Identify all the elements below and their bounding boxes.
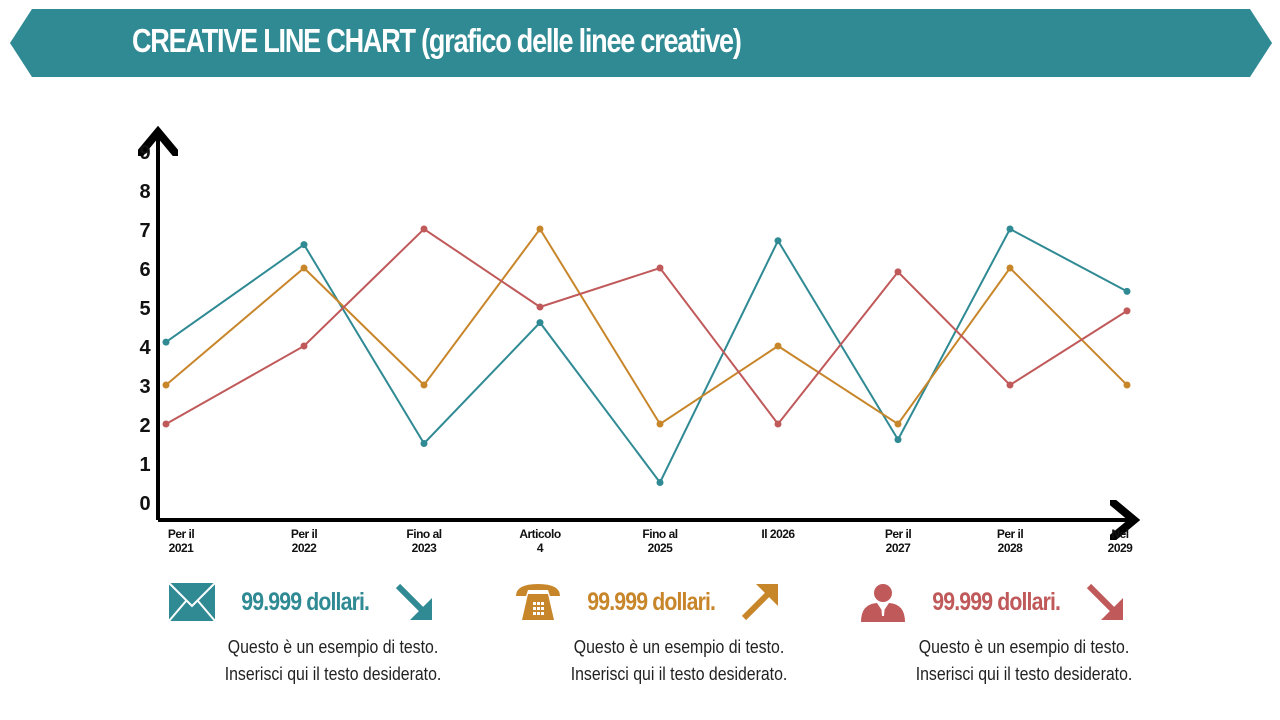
data-point-teal <box>162 338 170 346</box>
x-tick-label: Nel <box>1111 527 1128 541</box>
y-tick-label: 0 <box>139 493 150 515</box>
data-point-red <box>656 264 664 272</box>
x-tick-label: Per il <box>291 527 318 541</box>
data-point-red <box>162 420 170 428</box>
person-icon <box>861 584 905 622</box>
y-tick-label: 7 <box>139 220 150 242</box>
x-tick-label: 2025 <box>648 541 674 555</box>
data-point-orange <box>536 225 544 233</box>
data-point-teal <box>656 479 664 486</box>
y-tick-label: 5 <box>139 298 150 320</box>
x-tick-label: Fino al <box>406 527 441 541</box>
arrow-up-right-icon <box>742 584 779 621</box>
envelope-icon <box>168 582 216 622</box>
data-point-red <box>536 303 544 311</box>
x-tick-label: 2028 <box>998 541 1024 555</box>
data-point-orange <box>162 381 170 389</box>
x-tick-label: 2027 <box>886 541 912 555</box>
x-tick-label: 2023 <box>412 541 438 555</box>
data-point-orange <box>300 264 308 272</box>
data-point-orange <box>1006 264 1014 272</box>
card-phone: 99.999 dollari. Questo è un esempio di t… <box>514 578 844 688</box>
data-point-teal <box>300 241 308 249</box>
y-tick-label: 1 <box>139 454 150 476</box>
data-point-teal <box>1006 225 1014 233</box>
data-point-red <box>1123 307 1131 315</box>
data-point-orange <box>1123 381 1131 389</box>
data-point-teal <box>894 436 902 444</box>
x-tick-label: 2022 <box>292 541 318 555</box>
x-tick-label: Articolo <box>519 527 561 541</box>
page-title: CREATIVE LINE CHART (grafico delle linee… <box>132 22 742 59</box>
x-tick-label: 2029 <box>1108 541 1134 555</box>
data-point-orange <box>420 381 428 389</box>
x-tick-label: Il 2026 <box>761 527 795 541</box>
data-point-red <box>894 268 902 276</box>
data-point-teal <box>774 237 782 245</box>
data-point-red <box>1006 381 1014 389</box>
description-line: Inserisci qui il testo desiderato. <box>570 664 788 684</box>
data-point-orange <box>774 342 782 350</box>
x-tick-label: 4 <box>537 541 544 555</box>
arrow-down-right-icon <box>396 583 433 620</box>
telephone-icon <box>516 584 560 620</box>
description-line: Inserisci qui il testo desiderato. <box>915 664 1133 684</box>
card-person: 99.999 dollari. Questo è un esempio di t… <box>859 578 1189 688</box>
data-point-teal <box>1123 287 1131 295</box>
card-email: 99.999 dollari. Questo è un esempio di t… <box>168 578 498 688</box>
data-point-teal <box>536 319 544 327</box>
data-point-red <box>420 225 428 233</box>
description-line: Inserisci qui il testo desiderato. <box>224 664 442 684</box>
data-point-teal <box>420 440 428 447</box>
y-tick-label: 2 <box>139 415 150 437</box>
arrow-down-right-icon <box>1087 583 1124 620</box>
description-line: Questo è un esempio di testo. <box>227 637 439 657</box>
series-line-teal <box>165 227 1128 485</box>
x-tick-label: Per il <box>885 527 912 541</box>
data-point-red <box>300 342 308 350</box>
series-line-orange <box>165 227 1128 426</box>
data-point-orange <box>656 420 664 428</box>
y-tick-label: 4 <box>139 337 151 359</box>
data-point-orange <box>894 420 902 428</box>
series-line-red <box>165 227 1128 426</box>
description-line: Questo è un esempio di testo. <box>918 637 1130 657</box>
description-line: Questo è un esempio di testo. <box>573 637 785 657</box>
y-tick-label: 6 <box>139 259 150 281</box>
title-banner <box>10 9 1272 77</box>
x-tick-label: Fino al <box>642 527 677 541</box>
amount: 99.999 dollari. <box>932 587 1061 616</box>
y-tick-label: 9 <box>139 142 150 164</box>
x-tick-label: 2021 <box>169 541 195 555</box>
x-tick-label: Per il <box>168 527 195 541</box>
x-tick-label: Per il <box>997 527 1024 541</box>
amount: 99.999 dollari. <box>241 587 370 616</box>
amount: 99.999 dollari. <box>587 587 716 616</box>
y-tick-label: 3 <box>139 376 150 398</box>
y-tick-label: 8 <box>139 181 150 203</box>
data-point-red <box>774 420 782 428</box>
